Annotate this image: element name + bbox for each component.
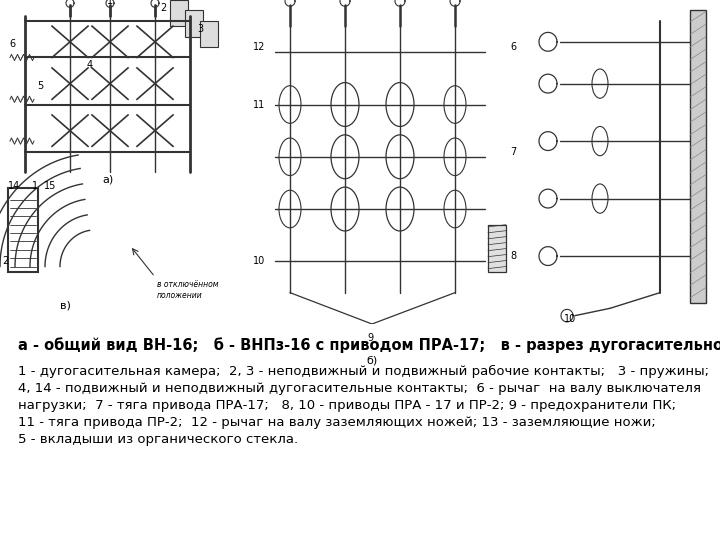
Ellipse shape: [386, 187, 414, 231]
Text: 1 - дугогасительная камера;  2, 3 - неподвижный и подвижный рабочие контакты;   : 1 - дугогасительная камера; 2, 3 - непод…: [18, 364, 709, 377]
Text: 9: 9: [367, 333, 373, 342]
Text: 1: 1: [32, 181, 38, 191]
Text: а): а): [102, 175, 114, 185]
Text: нагрузки;  7 - тяга привода ПРА-17;   8, 10 - приводы ПРА - 17 и ПР-2; 9 - предо: нагрузки; 7 - тяга привода ПРА-17; 8, 10…: [18, 399, 676, 411]
Text: 5: 5: [37, 80, 43, 91]
Text: в): в): [60, 300, 71, 310]
Text: 3: 3: [197, 24, 203, 34]
Bar: [8, 188, 38, 272]
Text: 5 - вкладыши из органического стекла.: 5 - вкладыши из органического стекла.: [18, 433, 298, 446]
Text: 2: 2: [160, 3, 166, 14]
Ellipse shape: [331, 83, 359, 126]
Text: в отключённом
положении: в отключённом положении: [157, 280, 218, 300]
Text: 12: 12: [253, 42, 265, 52]
Bar: [488, 225, 506, 272]
Bar: [200, 21, 218, 47]
Text: 15: 15: [44, 181, 56, 191]
Text: 1: 1: [107, 0, 113, 6]
Ellipse shape: [279, 138, 301, 176]
Text: 4, 14 - подвижный и неподвижный дугогасительные контакты;  6 - рычаг  на валу вы: 4, 14 - подвижный и неподвижный дугогаси…: [18, 382, 701, 395]
Ellipse shape: [386, 135, 414, 179]
Text: а - общий вид ВН-16;   б - ВНПз-16 с приводом ПРА-17;   в - разрез дугогасительн: а - общий вид ВН-16; б - ВНПз-16 с приво…: [18, 338, 720, 353]
Text: 8: 8: [510, 251, 516, 261]
Ellipse shape: [331, 187, 359, 231]
Text: 6: 6: [9, 39, 15, 49]
Ellipse shape: [331, 135, 359, 179]
Ellipse shape: [279, 190, 301, 228]
Text: 14: 14: [8, 181, 20, 191]
Ellipse shape: [444, 138, 466, 176]
Bar: [185, 10, 203, 37]
Ellipse shape: [592, 184, 608, 213]
Text: 7: 7: [510, 146, 516, 157]
Ellipse shape: [444, 190, 466, 228]
Text: б): б): [366, 355, 377, 366]
Ellipse shape: [592, 126, 608, 156]
Bar: [690, 10, 706, 303]
Ellipse shape: [592, 69, 608, 98]
Text: 11: 11: [253, 99, 265, 110]
Text: 10: 10: [253, 256, 265, 266]
Text: 6: 6: [510, 42, 516, 52]
Text: 2: 2: [2, 256, 8, 266]
Bar: [170, 0, 188, 26]
Ellipse shape: [444, 86, 466, 123]
Text: 4: 4: [87, 60, 93, 70]
Text: 11 - тяга привода ПР-2;  12 - рычаг на валу заземляющих ножей; 13 - заземляющие : 11 - тяга привода ПР-2; 12 - рычаг на ва…: [18, 416, 656, 429]
Text: 10: 10: [564, 314, 576, 324]
Ellipse shape: [279, 86, 301, 123]
Ellipse shape: [386, 83, 414, 126]
